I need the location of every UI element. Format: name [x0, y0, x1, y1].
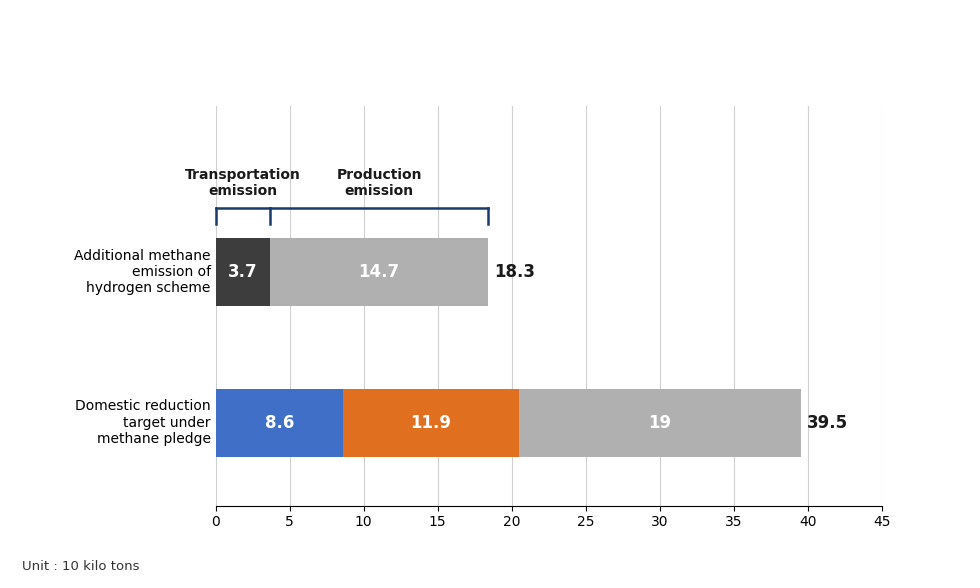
Bar — [270, 238, 488, 306]
Text: 14.7: 14.7 — [359, 263, 400, 281]
Text: 8.6: 8.6 — [265, 414, 294, 432]
Text: Production
emission: Production emission — [336, 168, 422, 198]
Text: 18.3: 18.3 — [494, 263, 535, 281]
Bar — [343, 389, 519, 457]
Text: Figure 9. Methane emission projection and reduction target comparison: Figure 9. Methane emission projection an… — [15, 25, 921, 45]
Bar — [216, 238, 270, 306]
Text: 3.7: 3.7 — [228, 263, 258, 281]
Text: Transportation
emission: Transportation emission — [185, 168, 301, 198]
Bar — [216, 389, 343, 457]
Text: 11.9: 11.9 — [411, 414, 452, 432]
Bar — [519, 389, 801, 457]
Text: Unit : 10 kilo tons: Unit : 10 kilo tons — [22, 560, 139, 573]
Text: 39.5: 39.5 — [807, 414, 848, 432]
Text: 19: 19 — [649, 414, 671, 432]
